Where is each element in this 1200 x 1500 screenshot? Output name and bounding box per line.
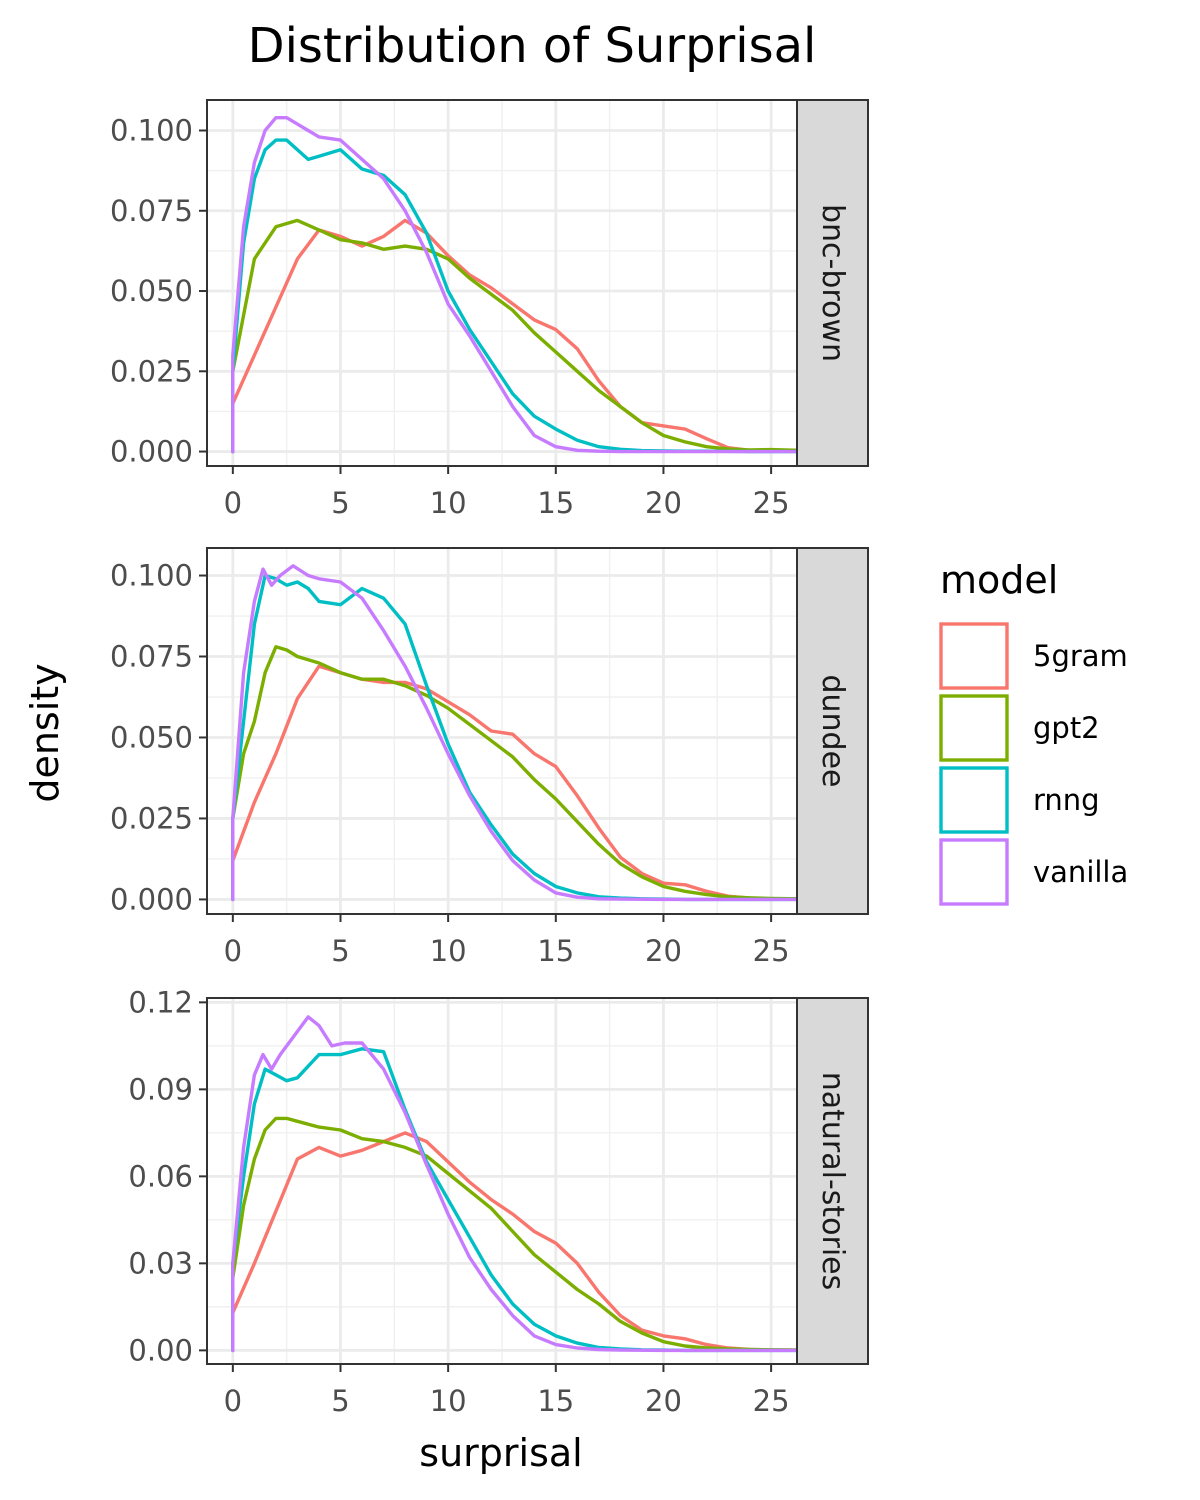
facet-strip: bnc-brown — [796, 99, 869, 467]
y-tick-label: 0.06 — [128, 1159, 193, 1193]
x-tick-label: 5 — [331, 1384, 349, 1418]
legend-key-vanilla — [939, 838, 1009, 906]
x-tick-label: 15 — [537, 486, 574, 520]
x-axis: 0 5 10 15 20 25 — [224, 1364, 790, 1418]
y-tick-label: 0.050 — [110, 720, 193, 754]
y-tick-label: 0.00 — [128, 1333, 193, 1367]
density-line-5gram — [231, 1131, 801, 1353]
legend-title: model — [940, 558, 1058, 602]
panel-bnc-brown: bnc-brown 0.000 0.025 0.050 0.075 0.100 0 5 10 15… — [110, 99, 869, 520]
y-axis: 0.000 0.025 0.050 0.075 0.100 — [110, 559, 207, 916]
facet-strip-background — [796, 997, 869, 1365]
panel-background — [207, 548, 868, 914]
chart-title: Distribution of Surprisal — [248, 18, 817, 74]
density-line-gpt2 — [231, 1116, 801, 1353]
y-tick-label: 0.075 — [110, 194, 193, 228]
y-tick-label: 0.12 — [128, 985, 193, 1019]
panel-natural-stories: natural-stories 0.00 0.03 0.06 0.09 0.12 0 5 10 1… — [128, 985, 869, 1418]
y-tick-label: 0.03 — [128, 1246, 193, 1280]
x-tick-label: 0 — [224, 934, 242, 968]
facet-strip-label: natural-stories — [815, 1072, 850, 1291]
series-lines — [231, 116, 801, 454]
panel-background — [207, 100, 868, 466]
legend-label: gpt2 — [1033, 711, 1100, 745]
y-tick-label: 0.000 — [110, 435, 193, 469]
y-tick-label: 0.025 — [110, 801, 193, 835]
x-tick-label: 10 — [430, 486, 467, 520]
legend-key-5gram — [939, 622, 1009, 690]
density-line-gpt2 — [231, 645, 801, 902]
y-axis: 0.000 0.025 0.050 0.075 0.100 — [110, 114, 207, 469]
x-tick-label: 25 — [753, 1384, 790, 1418]
y-axis-title: density — [23, 663, 67, 802]
x-tick-label: 15 — [537, 934, 574, 968]
legend-label: 5gram — [1033, 639, 1128, 673]
x-tick-label: 25 — [753, 934, 790, 968]
density-line-5gram — [231, 218, 801, 454]
x-tick-label: 10 — [430, 1384, 467, 1418]
x-tick-label: 10 — [430, 934, 467, 968]
density-line-5gram — [231, 664, 801, 902]
legend-key-rnng — [939, 766, 1009, 834]
y-tick-label: 0.100 — [110, 114, 193, 148]
x-tick-label: 0 — [224, 486, 242, 520]
legend-entry-5gram: 5gram — [939, 622, 1128, 690]
density-line-vanilla — [231, 1015, 801, 1353]
y-tick-label: 0.025 — [110, 354, 193, 388]
facet-strip-background — [796, 99, 869, 467]
legend-entry-gpt2: gpt2 — [939, 694, 1100, 762]
legend-items: 5gram gpt2 rnng vanilla — [939, 622, 1128, 906]
legend-entry-vanilla: vanilla — [939, 838, 1128, 906]
y-tick-label: 0.100 — [110, 559, 193, 593]
x-tick-label: 15 — [537, 1384, 574, 1418]
y-tick-label: 0.09 — [128, 1072, 193, 1106]
facet-strip: dundee — [796, 547, 869, 915]
density-line-vanilla — [231, 564, 801, 902]
x-tick-label: 20 — [645, 1384, 682, 1418]
y-axis: 0.00 0.03 0.06 0.09 0.12 — [128, 985, 207, 1367]
legend-key-gpt2 — [939, 694, 1009, 762]
x-tick-label: 20 — [645, 486, 682, 520]
legend: model 5gram gpt2 rnng vanilla — [939, 558, 1128, 906]
series-lines — [231, 1015, 801, 1353]
y-tick-label: 0.075 — [110, 640, 193, 674]
density-line-gpt2 — [231, 218, 801, 454]
x-axis-title: surprisal — [419, 1431, 582, 1475]
x-tick-label: 5 — [331, 486, 349, 520]
x-tick-label: 5 — [331, 934, 349, 968]
panel-dundee: dundee 0.000 0.025 0.050 0.075 0.100 0 5 10 15 20 2… — [110, 547, 869, 968]
x-tick-label: 0 — [224, 1384, 242, 1418]
y-tick-label: 0.050 — [110, 274, 193, 308]
facet-strip-background — [796, 547, 869, 915]
density-line-vanilla — [231, 116, 801, 454]
legend-entry-rnng: rnng — [939, 766, 1100, 834]
panel-background — [207, 998, 868, 1364]
series-lines — [231, 564, 801, 902]
facet-strip-label: dundee — [815, 674, 850, 787]
x-tick-label: 25 — [753, 486, 790, 520]
x-axis: 0 5 10 15 20 25 — [224, 466, 790, 520]
x-tick-label: 20 — [645, 934, 682, 968]
x-axis: 0 5 10 15 20 25 — [224, 914, 790, 968]
facet-strip-label: bnc-brown — [815, 204, 850, 362]
y-tick-label: 0.000 — [110, 882, 193, 916]
gridlines — [207, 548, 868, 914]
legend-label: rnng — [1033, 783, 1100, 817]
legend-label: vanilla — [1033, 855, 1128, 889]
facet-strip: natural-stories — [796, 997, 869, 1365]
